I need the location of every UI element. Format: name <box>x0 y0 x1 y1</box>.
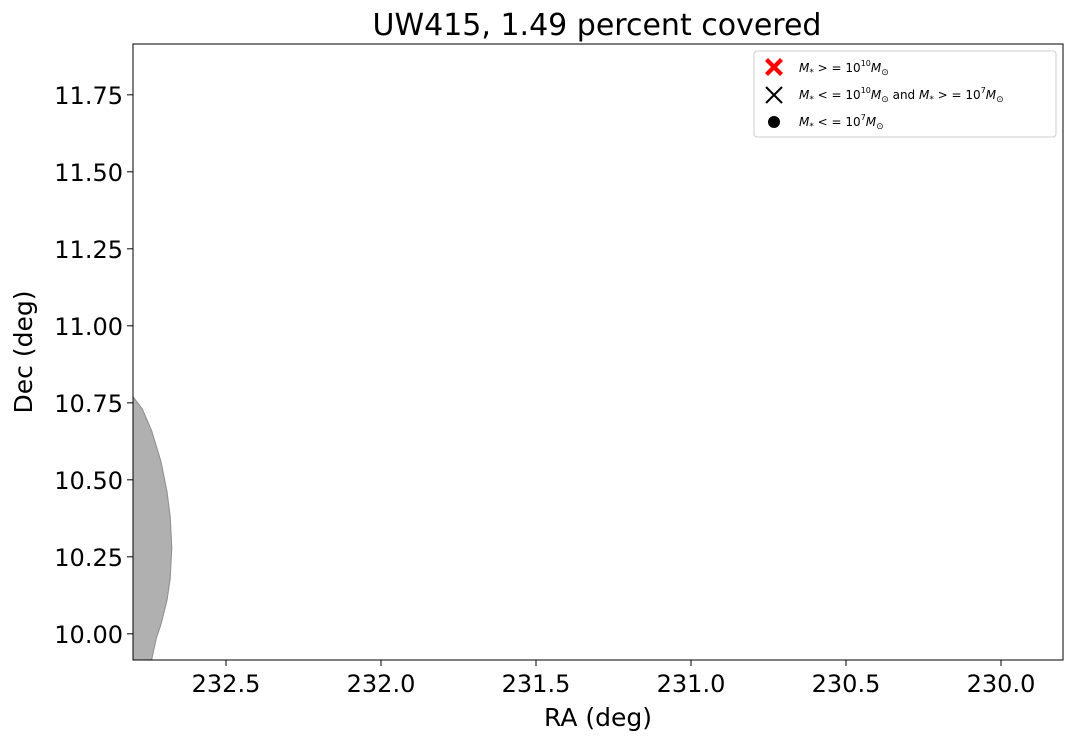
x-axis-label: RA (deg) <box>544 703 652 732</box>
legend-marker-mid-mass <box>765 86 783 104</box>
y-tick-label: 10.50 <box>54 467 123 495</box>
legend: M* > = 1010M⊙ M* < = 1010M⊙ and M* > = 1… <box>753 50 1057 138</box>
y-tick-label: 11.00 <box>54 313 123 341</box>
legend-marker-low-mass <box>768 116 780 128</box>
y-tick-label: 10.75 <box>54 390 123 418</box>
y-tick-label: 11.25 <box>54 236 123 264</box>
x-tick-label: 231.0 <box>657 670 726 698</box>
y-axis-label: Dec (deg) <box>9 291 38 414</box>
legend-marker-high-mass <box>765 58 783 76</box>
x-axis: 232.5 232.0 231.5 231.0 230.5 230.0 <box>192 660 1036 698</box>
y-tick-label: 10.00 <box>54 621 123 649</box>
plot-area <box>132 43 1064 661</box>
legend-box <box>753 50 1057 138</box>
x-tick-label: 232.0 <box>347 670 416 698</box>
x-tick-label: 230.5 <box>812 670 881 698</box>
x-tick-label: 230.0 <box>967 670 1036 698</box>
legend-label-low-mass: M* < = 107M⊙ <box>799 113 884 132</box>
y-tick-label: 11.50 <box>54 159 123 187</box>
x-tick-label: 231.5 <box>502 670 571 698</box>
plot-frame <box>132 43 1064 661</box>
y-tick-label: 10.25 <box>54 544 123 572</box>
chart-title: UW415, 1.49 percent covered <box>373 8 822 43</box>
x-tick-label: 232.5 <box>192 670 261 698</box>
coverage-region <box>133 395 173 660</box>
coverage-layer <box>133 395 173 660</box>
y-tick-label: 11.75 <box>54 82 123 110</box>
legend-label-mid-mass: M* < = 1010M⊙ and M* > = 107M⊙ <box>799 86 1004 105</box>
y-axis: 10.00 10.25 10.50 10.75 11.00 11.25 11.50 11.75 <box>54 82 133 649</box>
legend-label-high-mass: M* > = 1010M⊙ <box>799 59 889 78</box>
